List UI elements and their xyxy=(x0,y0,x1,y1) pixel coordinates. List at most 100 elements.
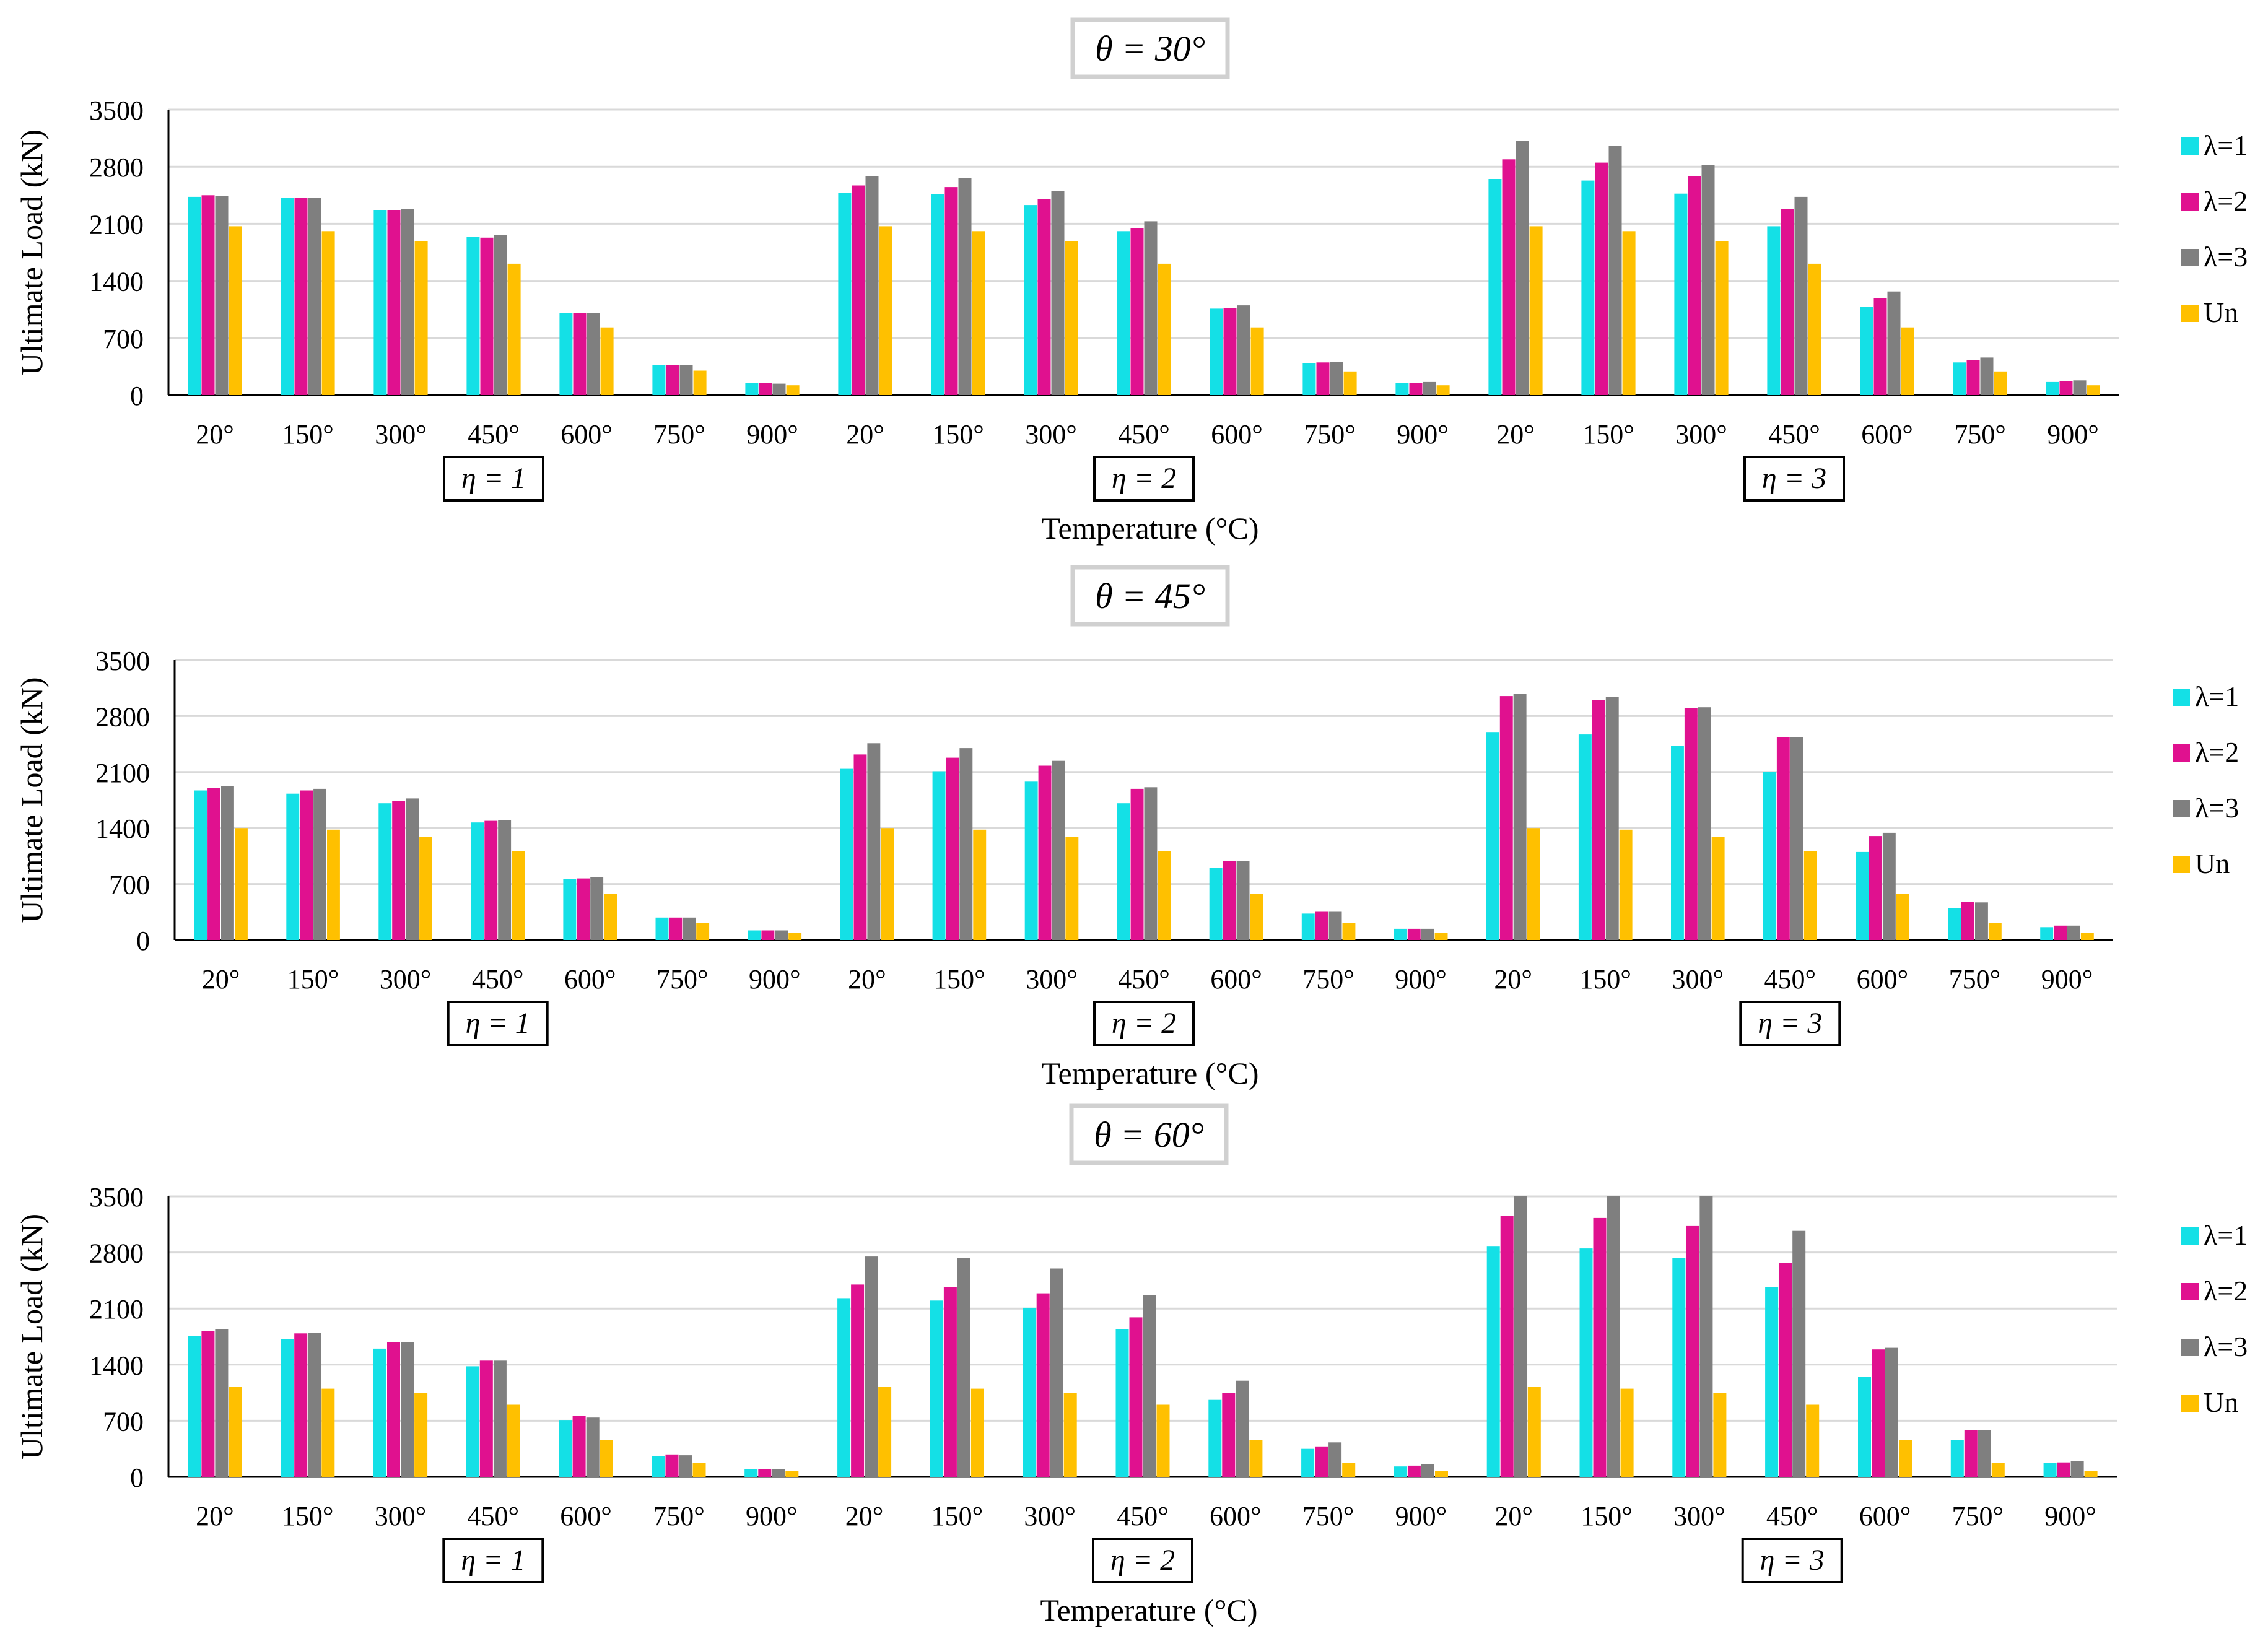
bar-λ3-17 xyxy=(1699,1196,1713,1477)
bar-λ2-13 xyxy=(1316,362,1330,395)
bar-λ1-13 xyxy=(1301,913,1315,940)
bar-λ1-2 xyxy=(281,198,294,395)
bar-λ3-3 xyxy=(401,1342,414,1477)
bar-λ3-10 xyxy=(1051,191,1065,395)
bar-λ3-15 xyxy=(1513,694,1527,940)
y-tick-label: 2100 xyxy=(89,209,144,240)
group-label-box xyxy=(443,456,544,502)
bar-λ3-10 xyxy=(1050,1268,1063,1477)
bar-λ3-6 xyxy=(683,917,696,940)
bar-Un-3 xyxy=(419,837,432,940)
bar-λ3-16 xyxy=(1605,697,1619,940)
y-tick-label: 3500 xyxy=(95,646,150,676)
legend-label: λ=3 xyxy=(2204,241,2248,272)
x-tick-label: 600° xyxy=(1861,419,1913,450)
bar-λ3-13 xyxy=(1330,362,1343,395)
bar-λ3-12 xyxy=(1236,861,1250,940)
x-tick-label: 150° xyxy=(933,964,985,994)
y-tick-label: 3500 xyxy=(89,95,144,126)
bar-λ1-11 xyxy=(1117,231,1130,395)
bar-λ2-6 xyxy=(669,917,683,940)
x-tick-label: 750° xyxy=(653,419,705,450)
x-tick-label: 300° xyxy=(380,964,432,994)
legend-label: λ=1 xyxy=(2195,681,2239,712)
x-tick-label: 150° xyxy=(931,1501,984,1531)
bar-Un-14 xyxy=(1435,1471,1448,1477)
x-tick-label: 600° xyxy=(564,964,616,994)
bar-λ1-10 xyxy=(1024,205,1037,395)
bar-λ2-18 xyxy=(1781,209,1794,395)
x-tick-label: 900° xyxy=(1397,419,1449,450)
bar-λ3-8 xyxy=(865,176,879,395)
x-tick-label: 20° xyxy=(845,1501,884,1531)
x-tick-label: 900° xyxy=(2041,964,2093,994)
bar-Un-20 xyxy=(1994,371,2007,395)
legend-label: λ=3 xyxy=(2195,792,2239,824)
bar-λ3-12 xyxy=(1236,1380,1249,1477)
bar-λ2-1 xyxy=(201,1331,215,1477)
bar-Un-10 xyxy=(1063,1393,1077,1477)
bar-λ3-6 xyxy=(679,365,693,395)
bar-Un-21 xyxy=(2087,385,2100,395)
legend-label: λ=2 xyxy=(2195,736,2239,768)
bar-Un-10 xyxy=(1065,837,1079,940)
bar-Un-8 xyxy=(879,226,892,395)
x-tick-label: 900° xyxy=(749,964,801,994)
legend-swatch xyxy=(2181,249,2199,266)
bar-λ1-4 xyxy=(471,822,484,940)
bar-λ2-4 xyxy=(479,1360,493,1477)
legend-label: λ=2 xyxy=(2204,185,2248,217)
bar-λ2-17 xyxy=(1688,176,1701,395)
x-tick-label: 300° xyxy=(375,419,427,450)
chart-title: θ = 60° xyxy=(1094,1115,1204,1155)
x-tick-label: 300° xyxy=(1675,419,1727,450)
bar-λ3-13 xyxy=(1328,1442,1342,1477)
x-tick-label: 300° xyxy=(1026,964,1078,994)
bar-λ1-20 xyxy=(1948,908,1961,940)
x-tick-label: 150° xyxy=(1579,964,1631,994)
chart-panel-2: θ = 45° 0 700 1400 2100 2800 3500 20° 150° 300° 45… xyxy=(14,565,2239,1090)
bar-λ1-13 xyxy=(1302,363,1316,395)
bar-λ3-5 xyxy=(586,1417,600,1477)
bar-λ2-21 xyxy=(2057,1462,2070,1477)
bar-λ3-11 xyxy=(1144,221,1158,395)
x-tick-label: 600° xyxy=(1857,964,1909,994)
bar-λ2-7 xyxy=(759,383,772,395)
bar-Un-2 xyxy=(327,829,340,940)
bar-λ2-5 xyxy=(572,1416,586,1477)
bar-λ1-21 xyxy=(2046,381,2059,395)
x-tick-label: 300° xyxy=(1024,1501,1076,1531)
legend-label: λ=2 xyxy=(2204,1275,2248,1307)
y-tick-label: 1400 xyxy=(95,814,150,844)
bar-λ2-10 xyxy=(1036,1293,1050,1477)
x-axis-title: Temperature (°C) xyxy=(1041,1056,1258,1090)
bar-Un-6 xyxy=(692,1463,706,1477)
bar-λ2-2 xyxy=(300,790,313,940)
bar-Un-6 xyxy=(693,370,707,395)
chart-panel-3: θ = 60° 0 700 1400 2100 2800 3500 20° 150° 300° 45… xyxy=(14,1103,2248,1627)
bar-λ2-1 xyxy=(201,195,215,395)
bar-Un-20 xyxy=(1988,923,2002,940)
bar-λ3-16 xyxy=(1608,146,1622,395)
group-label: η = 1 xyxy=(461,462,526,495)
bar-λ3-3 xyxy=(406,798,419,940)
x-tick-label: 450° xyxy=(1117,1501,1169,1531)
bar-λ2-13 xyxy=(1315,1446,1328,1477)
bar-Un-20 xyxy=(1991,1463,2005,1477)
bar-λ3-4 xyxy=(494,235,507,395)
group-label: η = 3 xyxy=(1760,1544,1825,1577)
y-tick-label: 2800 xyxy=(89,152,144,183)
bar-λ3-7 xyxy=(772,383,786,395)
x-tick-label: 900° xyxy=(1395,964,1447,994)
bar-λ1-19 xyxy=(1860,307,1873,395)
bar-Un-16 xyxy=(1620,1388,1634,1477)
bar-Un-15 xyxy=(1527,1387,1541,1477)
bar-λ2-9 xyxy=(944,187,958,395)
legend-swatch xyxy=(2181,1339,2199,1356)
bar-λ2-1 xyxy=(207,788,220,940)
bar-Un-13 xyxy=(1342,1463,1356,1477)
y-axis-title: Ultimate Load (kN) xyxy=(14,677,49,923)
bar-λ2-19 xyxy=(1873,298,1887,395)
y-tick-label: 700 xyxy=(103,324,144,354)
